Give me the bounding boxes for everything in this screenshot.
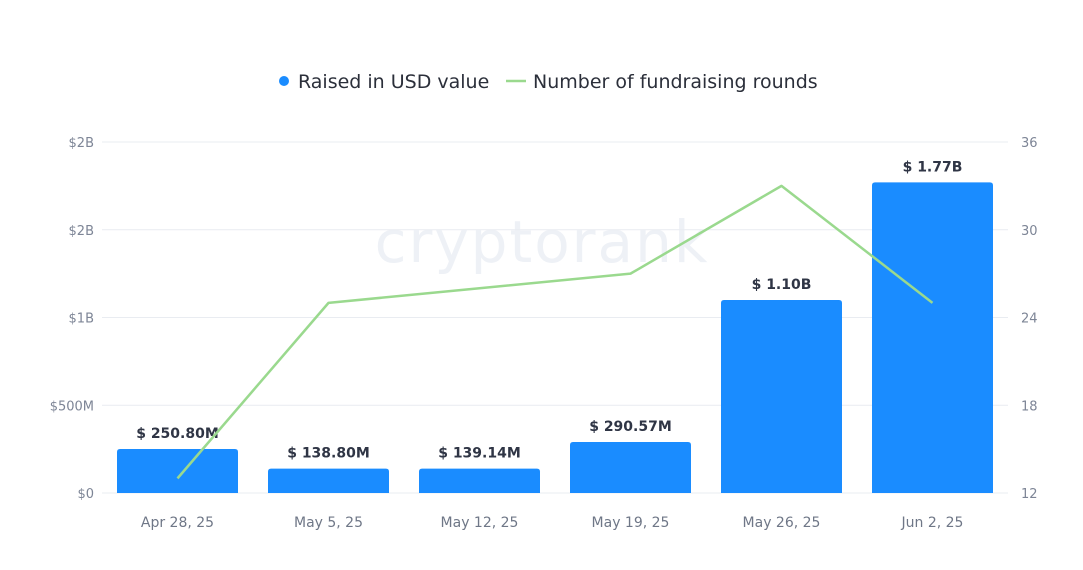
y-right-tick-label: 30 [1021,224,1038,239]
y-left-tick-label: $2B [69,136,94,151]
y-right-tick-label: 12 [1021,487,1038,502]
gridlines [102,141,1008,494]
watermark-logo: cryptorank [375,208,710,276]
bar-data-label: $ 290.57M [589,419,672,435]
legend-marker-raised [279,76,289,86]
bar-data-label: $ 250.80M [136,426,219,442]
y-right-tick-label: 24 [1021,312,1038,327]
y-axis-left: $0 $500M $1B $2B $2B [50,136,94,502]
x-tick-label: May 26, 25 [743,515,821,531]
legend-label-rounds: Number of fundraising rounds [533,71,818,93]
legend: Raised in USD value Number of fundraising… [279,71,818,93]
bar-data-label: $ 1.77B [903,159,963,175]
bar [117,448,238,493]
y-right-tick-label: 18 [1021,399,1038,414]
y-left-tick-label: $2B [69,224,94,239]
line-series [176,184,934,480]
x-axis: Apr 28, 25 May 5, 25 May 12, 25 May 19, 25 M… [141,515,964,531]
x-tick-label: Jun 2, 25 [901,515,964,531]
bar [570,442,691,493]
y-axis-right: 12 18 24 30 36 [1021,136,1038,502]
x-tick-label: May 19, 25 [592,515,670,531]
y-left-tick-label: $500M [50,399,94,414]
bar-data-label: $ 1.10B [752,277,812,293]
bar [419,468,540,493]
rounds-line [176,184,934,480]
y-left-tick-label: $1B [69,312,94,327]
bar-data-labels: $ 250.80M $ 138.80M $ 139.14M $ 290.57M $ 1.… [136,159,962,461]
bar [872,182,993,494]
bar-data-label: $ 138.80M [287,446,370,462]
x-tick-label: Apr 28, 25 [141,515,214,531]
x-tick-label: May 12, 25 [441,515,519,531]
y-left-tick-label: $0 [77,487,94,502]
bar [721,299,842,493]
y-right-tick-label: 36 [1021,136,1038,151]
x-tick-label: May 5, 25 [294,515,363,531]
bar [268,468,389,493]
bar-data-label: $ 139.14M [438,446,521,462]
bar-series [117,182,993,494]
legend-label-raised: Raised in USD value [298,71,489,93]
